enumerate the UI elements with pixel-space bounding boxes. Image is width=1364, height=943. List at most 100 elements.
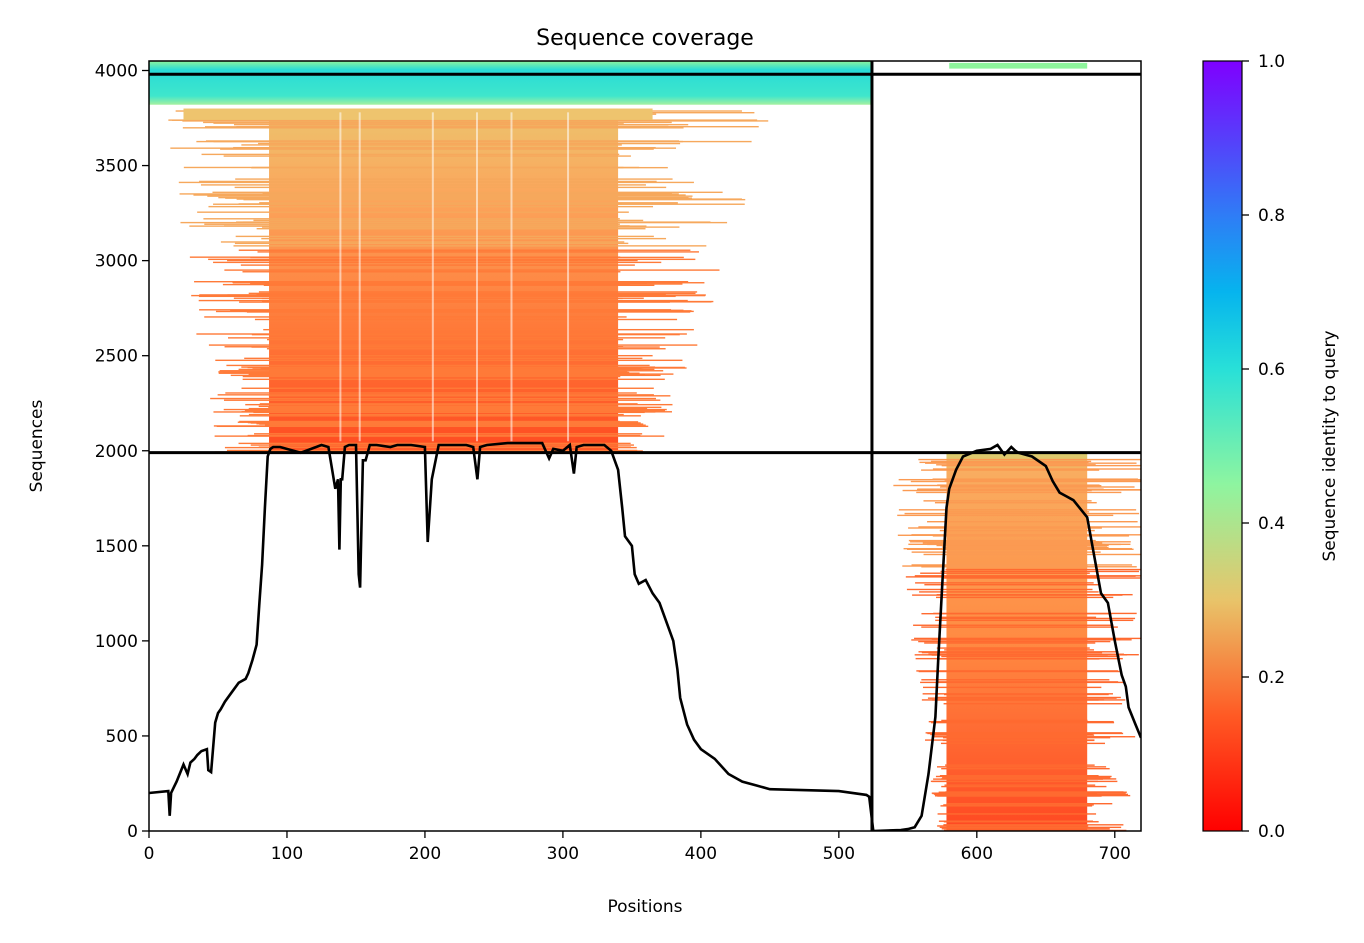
msa-row xyxy=(266,348,666,350)
msa-row xyxy=(943,824,1124,826)
colorbar-gradient xyxy=(1202,60,1243,832)
msa-row xyxy=(931,792,1126,794)
y-tick-label: 1000 xyxy=(95,632,138,652)
msa-row xyxy=(247,434,641,437)
msa-row xyxy=(911,534,1141,536)
msa-row xyxy=(934,501,1097,504)
msa-row xyxy=(943,577,1141,579)
msa-row xyxy=(937,813,1097,815)
msa-row xyxy=(207,195,693,197)
msa-row xyxy=(941,785,1107,788)
msa-row xyxy=(233,123,689,126)
y-tick-label: 2500 xyxy=(95,347,138,367)
msa-row xyxy=(245,403,673,406)
msa-gap-column xyxy=(567,112,570,442)
msa-row xyxy=(201,153,620,156)
y-tick-label: 3000 xyxy=(95,252,138,272)
msa-row xyxy=(218,372,640,374)
msa-row xyxy=(263,301,712,303)
msa-row xyxy=(218,371,628,373)
msa-row xyxy=(203,218,620,220)
msa-row xyxy=(944,649,1095,651)
msa-row xyxy=(197,211,629,213)
msa-row xyxy=(208,258,696,261)
msa-row xyxy=(171,119,656,121)
msa-row xyxy=(237,421,631,423)
msa-row xyxy=(232,281,675,284)
msa-row xyxy=(911,551,1101,553)
msa-row xyxy=(927,543,1121,546)
msa-row xyxy=(261,237,667,240)
msa-row xyxy=(236,198,742,200)
colorbar-tick-label: 0.6 xyxy=(1258,360,1285,380)
msa-row xyxy=(200,184,646,186)
msa-row xyxy=(199,294,629,296)
msa-block-chain-a xyxy=(168,108,769,455)
msa-row xyxy=(936,544,1109,547)
msa-row xyxy=(208,344,698,346)
msa-row xyxy=(918,651,1119,653)
msa-row xyxy=(938,681,1119,683)
y-tick-label: 1500 xyxy=(95,537,138,557)
msa-row xyxy=(241,144,622,146)
msa-row xyxy=(940,570,1139,573)
msa-row xyxy=(916,491,1122,494)
msa-row xyxy=(250,283,683,285)
msa-row xyxy=(213,425,631,427)
msa-row xyxy=(263,284,655,287)
msa-row xyxy=(258,405,619,408)
msa-row xyxy=(244,357,643,360)
msa-row xyxy=(921,566,1137,568)
msa-row xyxy=(897,514,1114,517)
msa-row xyxy=(233,245,707,247)
msa-row xyxy=(223,225,630,227)
msa-row xyxy=(248,373,646,376)
msa-row xyxy=(259,403,638,405)
msa-row xyxy=(225,392,637,394)
y-axis-label: Sequences xyxy=(27,400,47,493)
msa-row xyxy=(905,576,1099,578)
colorbar: 0.0 0.2 0.4 0.6 0.8 1.0 Sequence identity to … xyxy=(1202,52,1340,842)
msa-row xyxy=(923,553,1141,556)
msa-row xyxy=(908,527,1102,529)
msa-row xyxy=(898,509,1137,511)
x-tick-label: 400 xyxy=(685,844,717,864)
msa-row xyxy=(224,346,624,348)
colorbar-label: Sequence identity to query xyxy=(1320,330,1340,561)
msa-row xyxy=(220,241,625,243)
msa-row xyxy=(918,526,1141,528)
colorbar-tick-label: 0.4 xyxy=(1258,514,1285,534)
msa-row xyxy=(934,575,1136,577)
msa-row xyxy=(223,408,667,411)
msa-row xyxy=(268,406,662,409)
msa-row xyxy=(939,486,1135,488)
msa-row xyxy=(945,764,1095,766)
y-tick-label: 0 xyxy=(127,822,138,842)
msa-row xyxy=(204,223,620,225)
msa-row xyxy=(258,142,681,145)
msa-row xyxy=(930,460,1092,463)
msa-row xyxy=(228,337,666,339)
msa-row xyxy=(940,805,1093,807)
msa-row xyxy=(902,565,1088,567)
msa-row xyxy=(242,271,621,273)
msa-row xyxy=(913,624,1114,626)
msa-row xyxy=(944,784,1096,786)
msa-row xyxy=(921,699,1126,701)
msa-row xyxy=(256,423,626,425)
msa-row xyxy=(941,546,1107,548)
colorbar-tick-label: 0.2 xyxy=(1258,668,1285,688)
msa-row xyxy=(937,766,1107,768)
axes: 0 100 200 300 400 500 600 700 0 500 1000 1500 2000 25… xyxy=(95,60,1142,864)
msa-row xyxy=(204,316,627,318)
msa-row xyxy=(921,679,1110,681)
msa-top-block xyxy=(149,61,872,105)
msa-row xyxy=(918,458,1141,461)
colorbar-tick-label: 0.8 xyxy=(1258,206,1285,226)
colorbar-tick-label: 1.0 xyxy=(1258,52,1285,72)
msa-row xyxy=(941,828,1110,830)
msa-row xyxy=(906,588,1093,591)
msa-row xyxy=(920,572,1090,574)
msa-row xyxy=(935,489,1141,491)
msa-row xyxy=(935,696,1121,699)
